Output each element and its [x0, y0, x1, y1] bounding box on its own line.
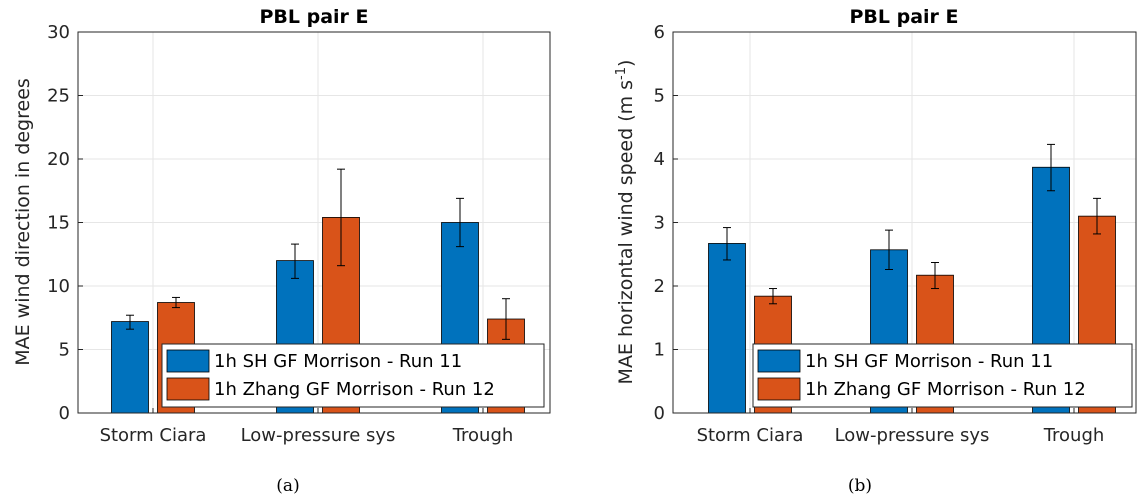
- x-tick-label: Low-pressure sys: [241, 425, 396, 446]
- y-tick-label: 30: [47, 22, 70, 43]
- x-tick-label: Trough: [452, 425, 514, 446]
- error-bars-a: [126, 168, 510, 340]
- legend-label-run12-a: 1h Zhang GF Morrison - Run 12: [214, 379, 495, 400]
- x-ticks-b: Storm Ciara Low-pressure sys Trough: [697, 408, 1105, 446]
- x-ticks-a: Storm Ciara Low-pressure sys Trough: [100, 408, 514, 446]
- chart-panel-a: 0 5 10 15 20 25 30 Storm Ciara Low-pressure sys…: [12, 6, 551, 496]
- x-tick-label: Storm Ciara: [697, 425, 804, 446]
- x-tick-label: Low-pressure sys: [835, 425, 990, 446]
- y-ticks-a: 0 5 10 15 20 25 30: [47, 22, 83, 424]
- y-tick-label: 20: [47, 149, 70, 170]
- legend-b: 1h SH GF Morrison - Run 11 1h Zhang GF M…: [752, 343, 1133, 408]
- y-tick-label: 10: [47, 276, 70, 297]
- y-tick-label: 5: [59, 340, 70, 361]
- y-tick-label: 0: [654, 403, 665, 424]
- error-bars-b: [723, 143, 1101, 305]
- legend-swatch-run11-b: [757, 349, 801, 373]
- y-tick-label: 4: [654, 149, 665, 170]
- grid-a: [78, 32, 550, 413]
- chart-title-a: PBL pair E: [259, 6, 368, 28]
- caption-b: (b): [848, 476, 872, 496]
- y-tick-label: 25: [47, 86, 70, 107]
- legend-label-run11-a: 1h SH GF Morrison - Run 11: [214, 351, 462, 372]
- chart-title-b: PBL pair E: [849, 6, 958, 28]
- x-tick-label: Trough: [1043, 425, 1105, 446]
- legend-box-a: [161, 343, 545, 408]
- y-tick-label: 1: [654, 340, 665, 361]
- y-axis-label-a: MAE wind direction in degrees: [12, 78, 34, 366]
- legend-a: 1h SH GF Morrison - Run 11 1h Zhang GF M…: [161, 343, 545, 408]
- caption-a: (a): [276, 476, 299, 496]
- y-tick-label: 0: [59, 403, 70, 424]
- bar: [708, 243, 746, 414]
- legend-box-b: [752, 343, 1133, 408]
- chart-panel-b: 0 1 2 3 4 5 6 Storm Ciara Low-pressure sys Troug…: [614, 6, 1137, 496]
- legend-swatch-run12-a: [166, 377, 210, 401]
- y-tick-label: 5: [654, 86, 665, 107]
- y-tick-label: 15: [47, 213, 70, 234]
- legend-swatch-run11-a: [166, 349, 210, 373]
- y-tick-label: 3: [654, 213, 665, 234]
- y-tick-label: 2: [654, 276, 665, 297]
- legend-label-run12-b: 1h Zhang GF Morrison - Run 12: [805, 379, 1086, 400]
- legend-label-run11-b: 1h SH GF Morrison - Run 11: [805, 351, 1053, 372]
- bar: [111, 321, 149, 414]
- y-axis-label-b: MAE horizontal wind speed (m s-1): [614, 60, 638, 385]
- y-tick-label: 6: [654, 22, 665, 43]
- legend-swatch-run12-b: [757, 377, 801, 401]
- y-ticks-b: 0 1 2 3 4 5 6: [654, 22, 678, 424]
- x-tick-label: Storm Ciara: [100, 425, 207, 446]
